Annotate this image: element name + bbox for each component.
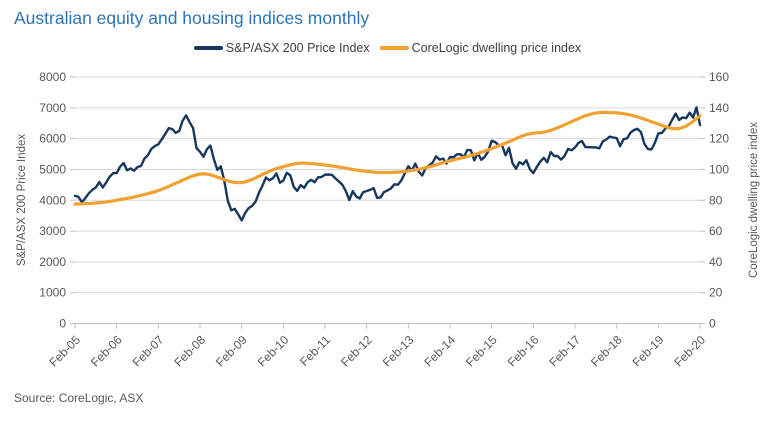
x-axis-tick-label: Feb-17	[546, 332, 583, 369]
x-axis-tick-label: Feb-14	[421, 332, 458, 369]
right-axis-title: CoreLogic dwelling price index	[748, 122, 760, 278]
left-axis-tick-label: 1000	[39, 286, 66, 300]
legend-swatch-corelogic-line	[379, 46, 409, 50]
legend-swatch-asx-line	[193, 46, 223, 50]
series-lines	[73, 106, 702, 222]
right-axis-tick-label: 160	[709, 70, 729, 84]
left-axis-tick-label: 4000	[39, 193, 66, 207]
x-axis-tick-label: Feb-18	[588, 332, 625, 369]
left-axis-tick-label: 8000	[39, 70, 66, 84]
left-axis-title: S&P/ASX 200 Price Index	[16, 134, 28, 267]
legend-item-corelogic: CoreLogic dwelling price index	[379, 41, 582, 55]
legend-label-corelogic: CoreLogic dwelling price index	[411, 41, 582, 55]
series-line-asx	[73, 106, 702, 222]
x-axis-tick-label: Feb-08	[171, 332, 208, 369]
right-axis-tick-label: 0	[709, 317, 716, 331]
right-axis-tick-label: 120	[709, 132, 729, 146]
x-axis-tick-label: Feb-15	[463, 332, 500, 369]
left-axis-tick-label: 7000	[39, 101, 66, 115]
chart-title: Australian equity and housing indices mo…	[14, 8, 370, 28]
right-axis-tick-label: 80	[709, 193, 723, 207]
right-axis-tick-label: 20	[709, 286, 723, 300]
gridlines	[75, 76, 700, 294]
x-axis-tick-label: Feb-12	[338, 332, 375, 369]
legend-item-asx: S&P/ASX 200 Price Index	[193, 41, 370, 55]
left-axis-tick-label: 5000	[39, 162, 66, 176]
x-axis-tick-label: Feb-05	[46, 332, 83, 369]
x-axis-tick-label: Feb-07	[130, 332, 167, 369]
legend-label-asx: S&P/ASX 200 Price Index	[225, 41, 370, 55]
x-axis-tick-label: Feb-11	[297, 332, 333, 368]
right-axis-tick-label: 140	[709, 101, 729, 115]
x-axis-tick-label: Feb-19	[630, 332, 667, 369]
left-axis-tick-label: 0	[59, 317, 66, 331]
right-axis-tick-label: 100	[709, 162, 729, 176]
left-axis-tick-label: 3000	[39, 224, 66, 238]
x-axis-tick-label: Feb-20	[671, 332, 708, 369]
left-axis-tick-label: 6000	[39, 132, 66, 146]
x-axis-tick-label: Feb-10	[255, 332, 292, 369]
x-axis-tick-label: Feb-06	[88, 332, 125, 369]
series-line-corelogic	[73, 110, 702, 206]
axes	[70, 76, 705, 329]
right-axis-tick-label: 40	[709, 255, 723, 269]
left-axis-tick-label: 2000	[39, 255, 66, 269]
right-axis-tick-label: 60	[709, 224, 723, 238]
x-axis-tick-label: Feb-09	[213, 332, 250, 369]
x-axis-tick-label: Feb-16	[505, 332, 542, 369]
x-axis-tick-label: Feb-13	[380, 332, 417, 369]
source-note: Source: CoreLogic, ASX	[14, 391, 144, 405]
legend: S&P/ASX 200 Price Index CoreLogic dwelli…	[75, 41, 700, 55]
